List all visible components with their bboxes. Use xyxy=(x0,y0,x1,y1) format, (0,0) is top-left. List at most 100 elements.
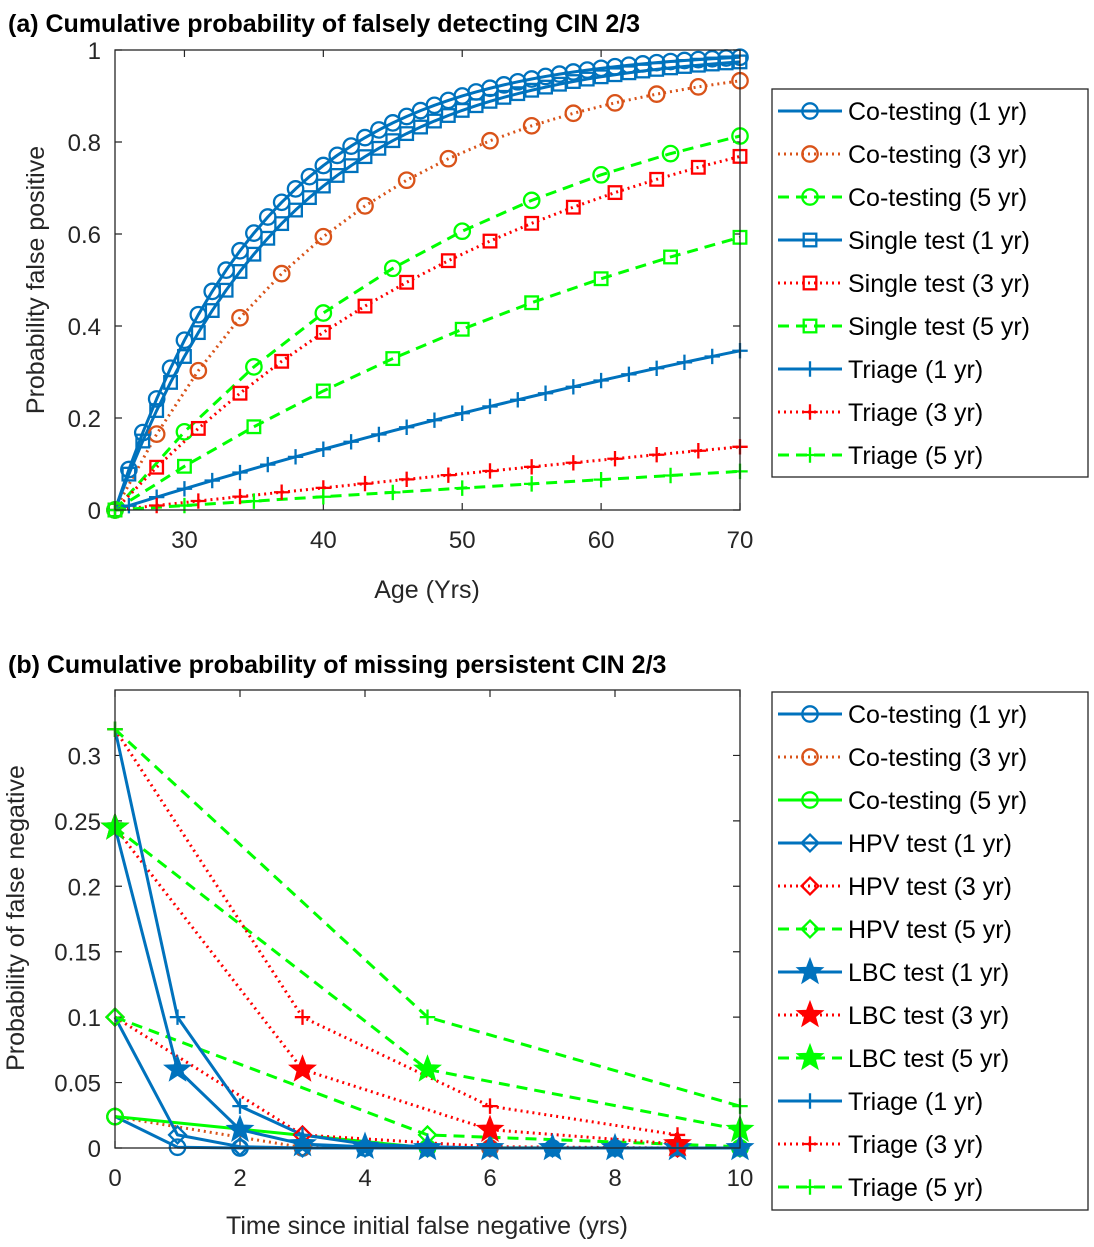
legend-marker xyxy=(799,875,821,897)
data-point xyxy=(315,441,332,457)
data-point xyxy=(524,215,540,231)
series-line xyxy=(113,728,740,1150)
data-point xyxy=(482,398,498,415)
data-point xyxy=(606,93,624,112)
data-point xyxy=(370,121,388,139)
data-point xyxy=(690,57,706,73)
data-point xyxy=(551,76,567,92)
data-point xyxy=(190,420,206,436)
y-tick-label: 0.05 xyxy=(54,1071,101,1098)
series-line xyxy=(113,728,678,1137)
data-point xyxy=(593,372,609,389)
data-point xyxy=(663,60,679,76)
data-point xyxy=(190,493,207,509)
data-point xyxy=(607,451,623,467)
data-point xyxy=(245,358,263,376)
data-point xyxy=(218,282,234,298)
data-point xyxy=(468,98,484,114)
data-point xyxy=(343,434,359,450)
data-point xyxy=(454,102,470,118)
data-point xyxy=(510,86,526,102)
legend-marker xyxy=(802,1136,818,1152)
x-tick-label: 50 xyxy=(449,527,476,554)
legend-marker xyxy=(801,705,819,723)
data-point xyxy=(246,419,262,435)
data-point xyxy=(649,61,665,77)
legend-marker xyxy=(795,1042,825,1071)
panel-a-title: (a) Cumulative probability of falsely de… xyxy=(8,10,640,38)
panel-b-tick-labels: 0 2 4 6 8 10 0 0.05 0.1 0.15 0.2 0.25 0.3 xyxy=(54,743,753,1192)
data-point xyxy=(649,171,665,187)
data-point xyxy=(537,385,554,401)
data-point xyxy=(371,140,387,156)
data-point xyxy=(647,85,666,103)
data-point xyxy=(454,321,470,337)
legend-marker xyxy=(795,999,825,1028)
data-point xyxy=(204,472,220,489)
data-point xyxy=(168,1138,187,1157)
series-line xyxy=(113,728,741,1108)
data-point xyxy=(204,303,220,318)
series-line xyxy=(114,826,741,1132)
data-point xyxy=(482,1098,498,1114)
data-point xyxy=(169,1009,186,1025)
data-point xyxy=(385,484,401,501)
data-point xyxy=(232,488,248,505)
data-point xyxy=(399,274,415,290)
data-point xyxy=(189,361,208,380)
legend-entry: LBC test (5 yr) xyxy=(848,1045,1009,1073)
panel-a-series-markers xyxy=(106,48,749,519)
data-point xyxy=(175,331,194,350)
data-point xyxy=(260,230,276,246)
data-point xyxy=(538,79,554,95)
legend-marker xyxy=(801,791,819,809)
data-point xyxy=(439,149,458,168)
data-point xyxy=(294,1009,311,1025)
data-point xyxy=(648,360,665,376)
panel-a: (a) Cumulative probability of falsely de… xyxy=(8,10,1089,604)
legend-entry: Co-testing (3 yr) xyxy=(848,744,1027,772)
data-point xyxy=(482,463,498,479)
data-point xyxy=(454,480,470,496)
data-point xyxy=(565,455,582,471)
data-point xyxy=(343,158,359,174)
y-tick-label: 0.3 xyxy=(68,743,101,770)
legend-marker xyxy=(802,404,818,420)
legend-marker xyxy=(801,188,819,206)
data-point xyxy=(356,197,374,215)
data-point xyxy=(635,63,651,79)
panel-b-legend: Co-testing (1 yr) Co-testing (3 yr) Co-tes… xyxy=(771,691,1089,1211)
data-point xyxy=(274,353,290,369)
data-point xyxy=(496,89,512,105)
series-line xyxy=(114,445,741,512)
data-point xyxy=(579,71,595,87)
data-point xyxy=(357,298,373,314)
x-tick-label: 2 xyxy=(233,1165,246,1192)
data-point xyxy=(246,493,262,509)
legend-marker xyxy=(801,145,819,163)
x-tick-label: 60 xyxy=(588,527,615,554)
panel-b-legend-box xyxy=(771,691,1089,1211)
data-point xyxy=(300,167,319,186)
y-tick-label: 0.2 xyxy=(68,406,101,433)
panel-b-x-axis-label: Time since initial false negative (yrs) xyxy=(226,1212,628,1240)
data-point xyxy=(397,171,416,190)
legend-marker xyxy=(801,102,819,120)
data-point xyxy=(176,458,192,474)
data-point xyxy=(149,459,165,475)
data-point xyxy=(328,146,347,165)
series-line xyxy=(113,1016,740,1150)
data-point xyxy=(288,1128,317,1157)
data-point xyxy=(121,497,137,514)
legend-marker xyxy=(802,275,818,291)
data-point xyxy=(676,354,693,371)
data-point xyxy=(274,216,290,232)
data-point xyxy=(167,1124,188,1145)
data-point xyxy=(454,405,470,421)
y-tick-label: 1 xyxy=(88,38,101,65)
data-point xyxy=(523,459,540,475)
legend-entry: Co-testing (1 yr) xyxy=(848,701,1027,729)
data-point xyxy=(357,1136,373,1152)
data-point xyxy=(383,259,402,278)
